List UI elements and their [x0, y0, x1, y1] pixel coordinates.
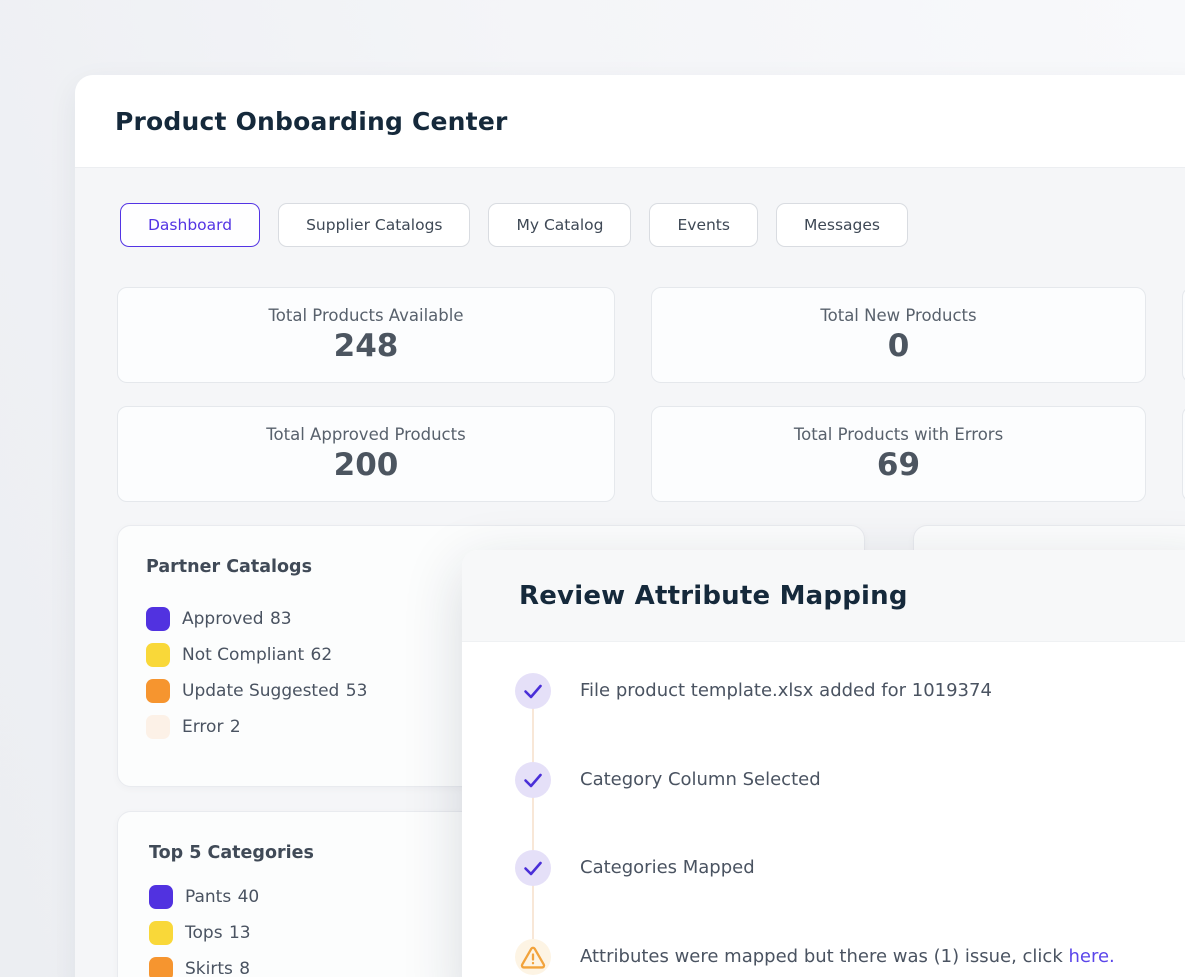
- legend-item: Skirts 8: [149, 957, 259, 977]
- legend-swatch-not-compliant: [146, 643, 170, 667]
- modal-title: Review Attribute Mapping: [519, 580, 908, 611]
- stat-value: 0: [887, 328, 910, 364]
- check-icon: [524, 773, 542, 788]
- legend-item: Approved 83: [146, 607, 367, 631]
- stat-label: Total Approved Products: [266, 425, 466, 444]
- legend-label: Not Compliant: [182, 645, 305, 665]
- panel-header: Product Onboarding Center: [75, 75, 1185, 168]
- legend-item: Error 2: [146, 715, 367, 739]
- warning-triangle-icon: [520, 946, 546, 969]
- step-status-circle: [515, 850, 551, 886]
- step-status-circle: [515, 762, 551, 798]
- legend-label: Pants: [185, 887, 232, 907]
- tab-events[interactable]: Events: [649, 203, 758, 247]
- legend-swatch-tops: [149, 921, 173, 945]
- legend-value: 53: [345, 681, 368, 701]
- tab-my-catalog[interactable]: My Catalog: [488, 203, 632, 247]
- stat-card-total-new: Total New Products 0: [651, 287, 1146, 383]
- check-icon: [524, 861, 542, 876]
- legend-swatch-approved: [146, 607, 170, 631]
- legend-label: Tops: [185, 923, 223, 943]
- legend-swatch-skirts: [149, 957, 173, 977]
- step-status-circle: [515, 939, 551, 975]
- stat-card-total-available: Total Products Available 248: [117, 287, 615, 383]
- legend-value: 83: [269, 609, 292, 629]
- stat-label: Total New Products: [820, 306, 977, 325]
- step-text-file-added: File product template.xlsx added for 101…: [580, 680, 992, 701]
- legend-label: Approved: [182, 609, 264, 629]
- step-status-circle: [515, 673, 551, 709]
- legend-swatch-pants: [149, 885, 173, 909]
- page-title: Product Onboarding Center: [115, 106, 508, 136]
- stat-card-total-approved: Total Approved Products 200: [117, 406, 615, 502]
- legend-label: Error: [182, 717, 224, 737]
- stat-value: 248: [333, 328, 399, 364]
- legend-swatch-error: [146, 715, 170, 739]
- tab-supplier-catalogs[interactable]: Supplier Catalogs: [278, 203, 471, 247]
- tab-dashboard[interactable]: Dashboard: [120, 203, 261, 247]
- tab-messages[interactable]: Messages: [775, 203, 908, 247]
- legend-item: Pants 40: [149, 885, 259, 909]
- legend-item: Update Suggested 53: [146, 679, 367, 703]
- legend-value: 40: [237, 887, 260, 907]
- legend-item: Not Compliant 62: [146, 643, 367, 667]
- legend-value: 62: [310, 645, 333, 665]
- stat-value: 69: [876, 447, 921, 483]
- stat-label: Total Products Available: [268, 306, 464, 325]
- tab-bar: Dashboard Supplier Catalogs My Catalog E…: [120, 203, 908, 247]
- step-text: Attributes were mapped but there was (1)…: [580, 946, 1063, 967]
- stat-card-total-errors: Total Products with Errors 69: [651, 406, 1146, 502]
- legend-value: 13: [228, 923, 251, 943]
- partner-catalogs-title: Partner Catalogs: [146, 557, 313, 577]
- legend-value: 2: [229, 717, 241, 737]
- check-icon: [524, 684, 542, 699]
- stat-label: Total Products with Errors: [793, 425, 1004, 444]
- legend-value: 8: [239, 959, 251, 977]
- partner-catalogs-legend: Approved 83 Not Compliant 62 Update Sugg…: [146, 607, 367, 739]
- issue-here-link[interactable]: here.: [1068, 946, 1115, 967]
- review-attribute-mapping-modal: Review Attribute Mapping File product te…: [462, 550, 1185, 977]
- top-categories-title: Top 5 Categories: [149, 843, 314, 863]
- step-text-category-column: Category Column Selected: [580, 769, 821, 790]
- legend-swatch-update-suggested: [146, 679, 170, 703]
- legend-label: Skirts: [185, 959, 233, 977]
- step-connector-line: [532, 691, 534, 957]
- step-text-categories-mapped: Categories Mapped: [580, 857, 755, 878]
- legend-label: Update Suggested: [182, 681, 340, 701]
- modal-header: Review Attribute Mapping: [462, 550, 1185, 642]
- step-text-attributes-issue: Attributes were mapped but there was (1)…: [580, 945, 1115, 969]
- legend-item: Tops 13: [149, 921, 259, 945]
- stat-value: 200: [333, 447, 399, 483]
- top-categories-legend: Pants 40 Tops 13 Skirts 8: [149, 885, 259, 977]
